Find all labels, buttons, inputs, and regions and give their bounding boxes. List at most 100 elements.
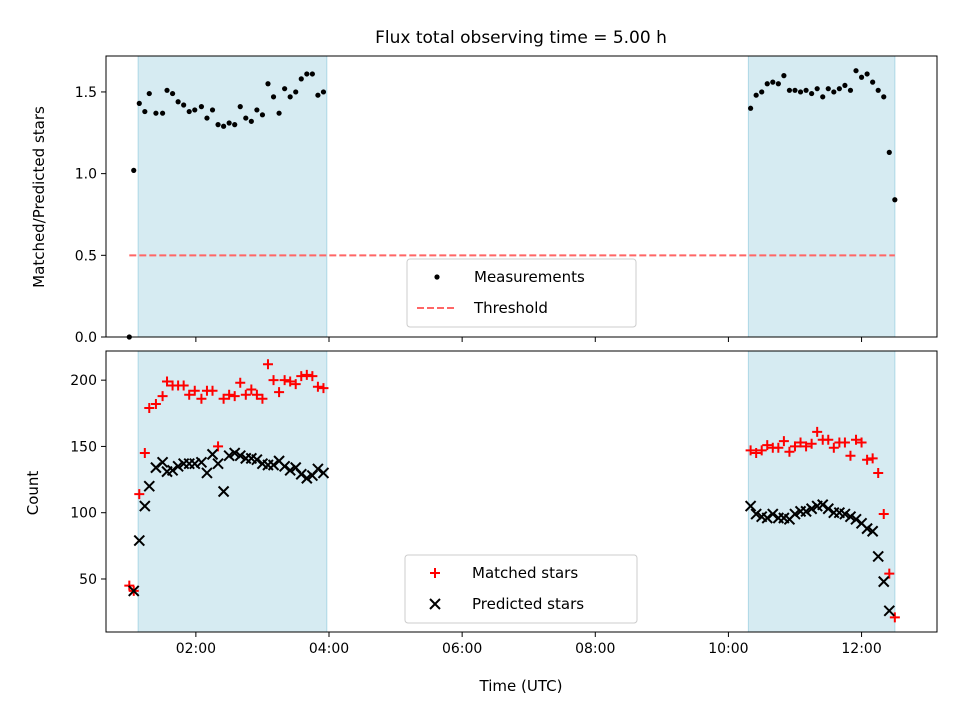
matched-star-point-10 [178, 380, 189, 391]
predicted-star-point-0 [128, 585, 140, 597]
measurement-point-58 [870, 79, 876, 85]
x-tick-label: 02:00 [176, 641, 216, 657]
predicted-star-point-8 [172, 460, 184, 473]
matched-star-point-36 [745, 445, 756, 456]
chart-title: Flux total observing time = 5.00 h [375, 28, 667, 48]
predicted-star-point-39 [767, 508, 779, 520]
matched-star-point-48 [812, 426, 823, 437]
matched-star-point-53 [839, 437, 850, 448]
x-tick-label: 04:00 [309, 641, 349, 657]
matched-star-point-54 [845, 450, 856, 461]
predicted-star-point-53 [844, 510, 857, 523]
predicted-star-point-16 [217, 485, 230, 498]
matched-star-point-43 [784, 446, 795, 457]
measurement-point-48 [814, 86, 820, 92]
matched-star-point-28 [279, 375, 290, 386]
matched-star-point-20 [235, 377, 246, 388]
matched-star-point-5 [150, 399, 161, 410]
measurement-point-8 [169, 90, 176, 97]
matched-star-point-19 [229, 391, 240, 402]
measurement-point-31 [298, 76, 304, 82]
measurement-point-18 [226, 120, 232, 126]
y-tick-label: 50 [79, 572, 97, 588]
matched-star-point-51 [828, 442, 839, 453]
predicted-star-point-7 [166, 464, 179, 476]
predicted-star-point-46 [805, 503, 818, 515]
matched-star-point-31 [296, 371, 307, 382]
predicted-star-point-25 [267, 459, 280, 471]
predicted-star-point-35 [744, 500, 757, 512]
measurement-point-46 [803, 87, 809, 93]
measurement-point-50 [825, 86, 831, 92]
measurement-point-10 [181, 102, 187, 108]
predicted-star-point-14 [206, 448, 219, 461]
matched-star-point-34 [312, 381, 323, 392]
measurement-point-62 [892, 197, 898, 203]
measurement-point-36 [748, 105, 754, 111]
predicted-star-point-57 [866, 525, 879, 537]
matched-star-point-55 [851, 434, 862, 445]
measurement-point-23 [254, 107, 260, 113]
predicted-star-point-3 [143, 480, 155, 492]
matched-star-point-30 [290, 379, 301, 390]
measurement-point-54 [847, 87, 854, 93]
shaded-interval-0 [137, 55, 328, 338]
matched-star-point-39 [762, 440, 773, 451]
predicted-star-point-2 [139, 500, 151, 512]
shaded-interval-0 [137, 350, 328, 633]
measurement-point-2 [136, 100, 142, 106]
matched-star-point-44 [789, 441, 800, 452]
top-y-axis-label: Matched/Predicted stars [30, 106, 48, 288]
legend: Matched stars Predicted stars [404, 554, 638, 624]
matched-star-point-61 [884, 568, 895, 579]
predicted-star-point-34 [317, 467, 330, 479]
measurement-point-35 [320, 89, 327, 95]
predicted-star-point-48 [817, 499, 829, 511]
measurement-point-38 [759, 89, 765, 95]
measurement-point-30 [293, 89, 299, 95]
matched-star-point-60 [878, 509, 889, 520]
measurement-point-26 [270, 94, 277, 100]
measurement-point-32 [304, 71, 310, 77]
x-tick-label: 10:00 [708, 641, 748, 657]
y-tick-label: 150 [70, 439, 97, 455]
matched-star-point-23 [251, 389, 262, 400]
x-axis-label: Time (UTC) [479, 677, 563, 695]
predicted-star-point-18 [228, 447, 241, 459]
y-tick-label: 200 [70, 373, 97, 389]
matched-star-point-22 [246, 384, 257, 395]
measurement-point-4 [146, 90, 152, 97]
matched-star-point-27 [274, 387, 285, 398]
predicted-star-point-54 [850, 513, 862, 526]
matched-star-point-21 [240, 389, 251, 400]
predicted-star-point-22 [251, 453, 263, 466]
matched-star-point-32 [301, 369, 312, 380]
measurement-point-33 [309, 71, 315, 77]
predicted-star-point-31 [301, 472, 313, 484]
measurement-point-51 [831, 89, 837, 95]
measurement-point-47 [809, 90, 815, 97]
measurement-point-11 [186, 108, 192, 115]
measurement-point-49 [820, 94, 826, 100]
predicted-star-point-12 [195, 456, 208, 469]
matched-star-point-35 [318, 383, 329, 394]
matched-star-point-33 [307, 371, 318, 382]
matched-star-point-26 [268, 375, 279, 386]
predicted-star-point-19 [234, 450, 246, 462]
measurement-point-20 [237, 104, 243, 110]
predicted-star-point-45 [800, 505, 812, 518]
predicted-star-point-58 [872, 550, 884, 563]
matched-star-point-29 [285, 376, 296, 387]
axes-frame [105, 55, 938, 338]
matched-star-point-12 [189, 385, 200, 396]
matched-star-point-58 [867, 453, 878, 464]
bottom-y-axis-label: Count [24, 471, 42, 516]
matched-star-point-3 [139, 448, 150, 459]
matched-star-point-4 [144, 402, 155, 413]
measurement-point-60 [881, 94, 887, 100]
matched-star-point-6 [157, 391, 168, 402]
predicted-star-point-52 [839, 508, 851, 520]
measurement-point-39 [764, 81, 770, 87]
predicted-star-point-17 [223, 450, 235, 462]
measurement-point-6 [159, 110, 166, 116]
